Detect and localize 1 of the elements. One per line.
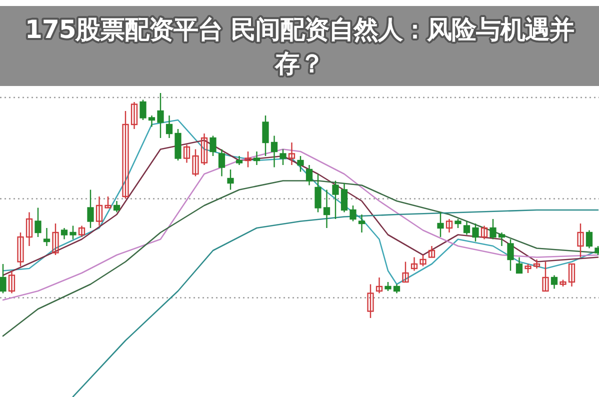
chart-title: 175股票配资平台 民间配资自然人：风险与机遇并存？ [25,15,574,78]
